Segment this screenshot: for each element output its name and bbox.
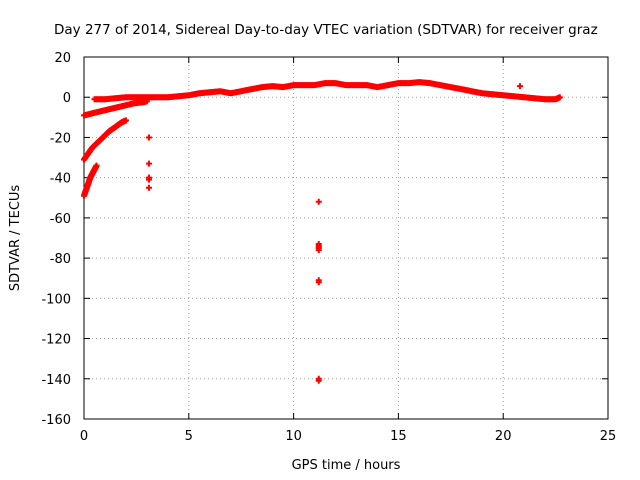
- data-point: [315, 377, 322, 384]
- x-tick-labels: 0 5 10 15 20 25: [80, 429, 616, 444]
- y-tick-label: -80: [50, 252, 71, 267]
- y-tick-label: -140: [41, 373, 71, 388]
- data-point: [145, 160, 152, 167]
- data-point: [122, 117, 129, 124]
- y-tick-label: 0: [63, 91, 71, 106]
- grid: [84, 57, 608, 419]
- y-tick-label: 20: [54, 51, 71, 66]
- y-tick-label: -40: [50, 172, 71, 187]
- x-tick-label: 15: [390, 429, 407, 444]
- y-tick-label: -60: [50, 212, 71, 227]
- data-point: [315, 247, 322, 254]
- y-tick-labels: 20 0 -20 -40 -60 -80 -100 -120 -140 -160: [41, 51, 71, 428]
- data-point: [145, 134, 152, 141]
- axis-ticks: [83, 56, 609, 420]
- y-tick-label: -120: [41, 333, 71, 348]
- plot-frame: [83, 56, 609, 420]
- chart-title: Day 277 of 2014, Sidereal Day-to-day VTE…: [54, 22, 598, 38]
- data-point: [145, 184, 152, 191]
- data-point: [516, 83, 523, 90]
- data-points: [81, 79, 563, 384]
- data-point: [315, 198, 322, 205]
- y-tick-label: -160: [41, 413, 71, 428]
- x-tick-label: 20: [495, 429, 512, 444]
- x-axis-label: GPS time / hours: [292, 458, 401, 473]
- data-point: [556, 94, 563, 101]
- data-point: [145, 176, 152, 183]
- x-tick-label: 10: [285, 429, 302, 444]
- y-axis-label: SDTVAR / TECUs: [8, 185, 23, 292]
- data-point: [315, 279, 322, 286]
- x-tick-label: 0: [80, 429, 88, 444]
- data-point: [93, 162, 100, 169]
- y-tick-label: -20: [50, 131, 71, 146]
- x-tick-label: 25: [600, 429, 617, 444]
- y-tick-label: -100: [41, 292, 71, 307]
- x-tick-label: 5: [185, 429, 193, 444]
